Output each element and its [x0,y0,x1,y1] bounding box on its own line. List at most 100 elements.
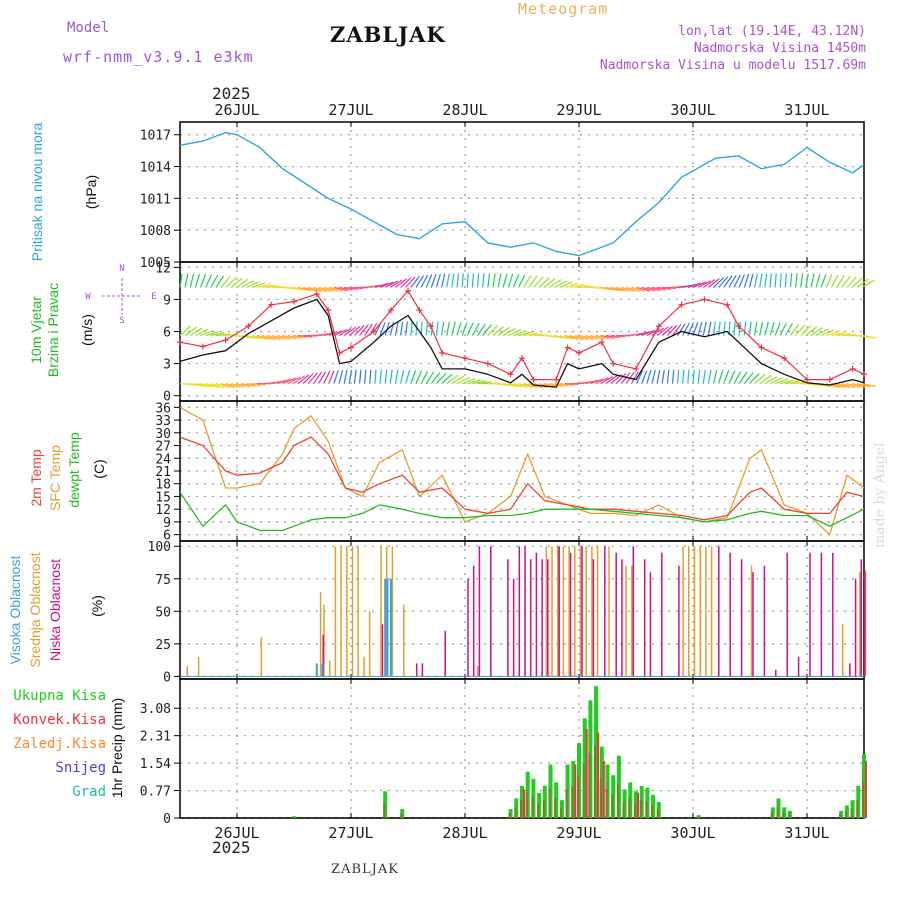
temperature-ytick-label: 33 [155,414,171,429]
wind-gust-marker [758,344,765,351]
meteogram-label: Meteogram [518,0,609,18]
precip-title: 1hr Precip (mm) [109,698,125,798]
wind-barb [338,327,352,337]
precip-conv-bar [597,732,600,818]
wind-direction-legend: N E S W [85,264,156,326]
wind-gust-marker [735,323,742,330]
wind-barb [830,274,839,288]
wind-barb [287,376,301,385]
wind-barb [825,274,833,288]
wind-barb [323,286,338,292]
wind-barb [805,326,818,336]
wind-barb [784,323,794,336]
wind-gust-marker [199,343,206,350]
wind-barb [451,321,456,336]
wind-barb [774,378,789,385]
wind-unit: (m/s) [79,314,95,346]
wind-gust-marker [387,307,394,314]
temperature-frame [179,400,865,542]
wind-barb [707,321,712,336]
wind-barb [476,273,480,288]
wind-barb [826,330,840,337]
precip-strat-bar [850,808,853,818]
wind-barb [554,383,569,387]
wind-gust-marker [245,323,252,330]
wind-barb [430,372,441,384]
wind-barb [435,321,439,336]
temperature-ytick-label: 15 [155,490,171,505]
day-label-bottom-30JUL: 30JUL [670,824,715,842]
wind-barb [215,333,230,337]
wind-barb [646,286,661,292]
wind-barb [636,331,651,337]
wind-gust-marker [222,337,229,344]
wind-barb [702,369,706,384]
wind-barb [810,327,823,336]
day-label-top-29JUL: 29JUL [556,101,601,119]
pressure-ytick-label: 1014 [140,161,171,176]
wind-barb [395,278,407,288]
wind-barb [784,273,787,288]
wind-gust-marker [576,349,582,356]
wind-barb [179,325,191,336]
wind-ytick-label: 12 [155,261,171,276]
wind-barb [190,383,205,387]
wind-barb [420,370,429,384]
precip-strat-bar [565,788,568,818]
wind-barb [677,369,680,384]
precip-strat-bar [554,798,557,818]
wind-barb [656,326,669,336]
wind-barb [492,273,496,288]
wind-barb [574,334,589,341]
wind-barb [184,273,189,288]
day-label-bottom-31JUL: 31JUL [784,824,829,842]
wind-barb [789,323,800,336]
wind-barb [487,273,491,288]
precip-strat-bar [782,812,785,818]
wind-barb [282,334,297,340]
wind-barb [441,321,445,336]
wind-barb [220,383,235,389]
wind-barb [435,273,441,288]
wind-barb [641,329,655,337]
wind-barb [502,273,508,288]
wind-barb [713,277,724,288]
pressure-ytick-label: 1008 [140,224,171,239]
wind-barb [780,379,794,385]
wind-barb [461,322,468,336]
wind-barb [790,381,805,385]
wind-barb [815,328,829,337]
wind-barb [666,324,678,336]
wind-barb [590,378,604,385]
wind-barb [518,331,533,337]
wind-barb [800,273,804,288]
wind-gust-marker [564,344,571,351]
wind-barb [523,275,532,288]
wind-barb [328,330,343,337]
wind-barb [748,373,760,385]
wind-barb [379,322,386,336]
precip-strat-bar [616,783,619,818]
temp-dewpt-line [179,491,865,532]
wind-barb [256,334,271,341]
wind-ytick-label: 9 [163,293,171,308]
wind-barb [820,273,827,288]
precip-strat-bar [862,782,864,818]
pressure-line [179,131,865,257]
precip-strat-bar [605,788,608,818]
wind-barb [631,286,646,293]
wind-barb [415,275,424,288]
wind-barb [753,321,758,336]
clouds-ytick-label: 25 [155,638,171,653]
wind-barb [466,322,474,336]
wind-barb [467,379,481,385]
precip-strat-bar [696,816,699,818]
wind-barb [528,275,538,288]
wind-barb [312,371,323,384]
precip-strat-bar [400,813,403,818]
wind-barb [415,370,423,384]
pressure-panel: 1005 1008 1011 1014 1017 [140,121,865,271]
wind-barb [666,369,670,384]
wind-barb [569,334,584,341]
